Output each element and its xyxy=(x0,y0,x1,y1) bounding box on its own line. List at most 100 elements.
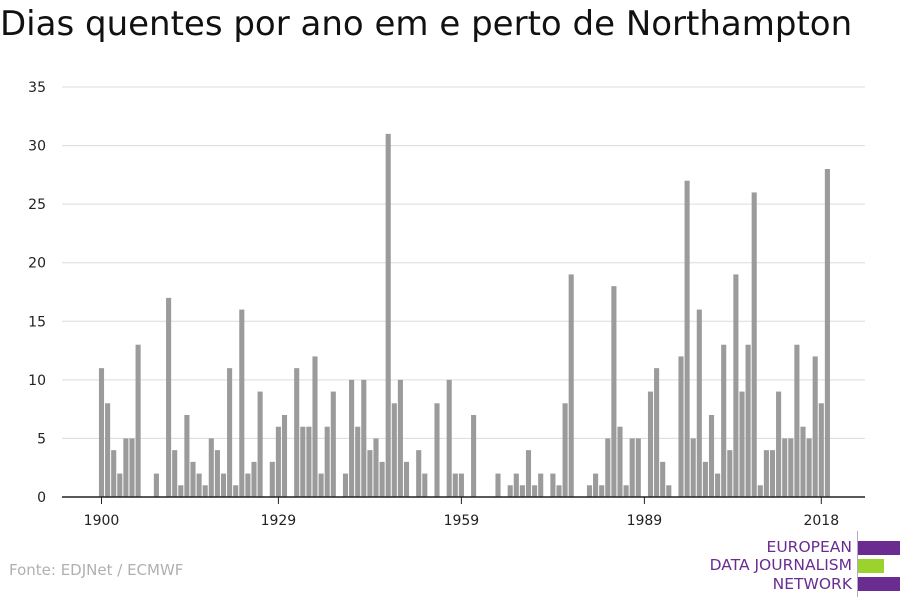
bar xyxy=(153,473,159,497)
bar xyxy=(525,450,532,497)
bar xyxy=(190,461,196,497)
bar xyxy=(794,344,800,497)
x-tick-label: 1900 xyxy=(84,513,120,529)
bar xyxy=(373,438,379,497)
bar xyxy=(562,403,568,497)
bar xyxy=(678,356,684,497)
bar xyxy=(446,379,452,497)
bar xyxy=(605,438,611,497)
bar xyxy=(599,485,605,497)
bar xyxy=(184,415,190,497)
logo-bar-bottom xyxy=(858,577,900,591)
bar xyxy=(220,473,227,497)
bar xyxy=(788,438,794,497)
logo-text-european: EUROPEAN xyxy=(766,538,852,556)
bar xyxy=(568,274,574,497)
y-tick-label: 15 xyxy=(28,314,46,330)
bar xyxy=(519,485,525,497)
bar xyxy=(239,309,245,497)
bar xyxy=(208,438,214,497)
bar xyxy=(782,438,788,497)
bar-chart: 0 5 10 15 20 25 30 35 1900 1929 1959 1989 2018 xyxy=(28,80,865,529)
bar xyxy=(349,379,355,497)
bar xyxy=(300,426,306,497)
bar xyxy=(123,438,129,497)
bar xyxy=(708,415,715,497)
bar xyxy=(397,379,403,497)
y-tick-label: 5 xyxy=(37,431,46,447)
bar xyxy=(135,344,141,497)
bar xyxy=(538,473,544,497)
bar xyxy=(635,438,641,497)
bar xyxy=(367,450,373,497)
bar xyxy=(251,461,257,497)
bar xyxy=(330,391,336,497)
logo-text-data-journalism: DATA JOURNALISM xyxy=(709,556,852,574)
bar xyxy=(452,473,458,497)
bar xyxy=(105,403,111,497)
bar xyxy=(739,391,745,497)
x-tick-label: 1959 xyxy=(444,513,480,529)
bar xyxy=(745,344,751,497)
bar xyxy=(416,450,422,497)
bars xyxy=(98,133,830,498)
y-tick-label: 0 xyxy=(37,490,46,506)
bar xyxy=(422,473,428,497)
bar xyxy=(727,450,733,497)
bar xyxy=(281,415,288,497)
bar xyxy=(257,391,263,497)
bar xyxy=(269,461,275,497)
bar xyxy=(355,426,361,497)
bar xyxy=(513,473,519,497)
bar xyxy=(586,485,593,497)
logo-bar-middle xyxy=(858,559,884,573)
source-note: Fonte: EDJNet / ECMWF xyxy=(9,561,184,579)
bar xyxy=(733,274,739,497)
bar xyxy=(763,450,769,497)
bar xyxy=(806,438,812,497)
bar xyxy=(715,473,721,497)
bar xyxy=(702,461,708,497)
bar xyxy=(684,180,690,497)
bar xyxy=(507,485,513,497)
bar xyxy=(769,450,776,497)
bar xyxy=(617,426,623,497)
x-axis: 1900 1929 1959 1989 2018 xyxy=(62,496,865,529)
bar xyxy=(757,485,763,497)
y-tick-label: 35 xyxy=(28,80,46,96)
bar xyxy=(556,485,562,497)
bar xyxy=(342,473,349,497)
edjnet-logo: EUROPEAN DATA JOURNALISM NETWORK xyxy=(700,531,900,597)
bar xyxy=(117,473,123,497)
bar xyxy=(647,391,654,497)
bar xyxy=(385,133,391,498)
logo-divider xyxy=(857,531,858,597)
x-tick-label: 1989 xyxy=(627,513,663,529)
bar xyxy=(98,368,105,497)
bar xyxy=(403,461,410,497)
bar xyxy=(458,473,464,497)
bar xyxy=(214,450,220,497)
bar xyxy=(275,426,281,497)
bar xyxy=(654,368,660,497)
bar xyxy=(202,485,208,497)
bar xyxy=(306,426,312,497)
bar xyxy=(776,391,782,497)
y-tick-label: 30 xyxy=(28,139,46,155)
bar xyxy=(233,485,239,497)
y-tick-label: 10 xyxy=(28,373,46,389)
bar xyxy=(532,485,538,497)
bar xyxy=(696,309,702,497)
bar xyxy=(178,485,184,497)
bar xyxy=(196,473,202,497)
bar xyxy=(227,368,233,497)
y-tick-label: 20 xyxy=(28,256,46,272)
bar xyxy=(471,415,477,497)
logo-text-network: NETWORK xyxy=(772,575,852,593)
bar xyxy=(111,450,117,497)
bar xyxy=(812,356,818,497)
bar xyxy=(324,426,330,497)
bar xyxy=(391,403,397,497)
bar xyxy=(666,485,672,497)
bar xyxy=(434,403,440,497)
